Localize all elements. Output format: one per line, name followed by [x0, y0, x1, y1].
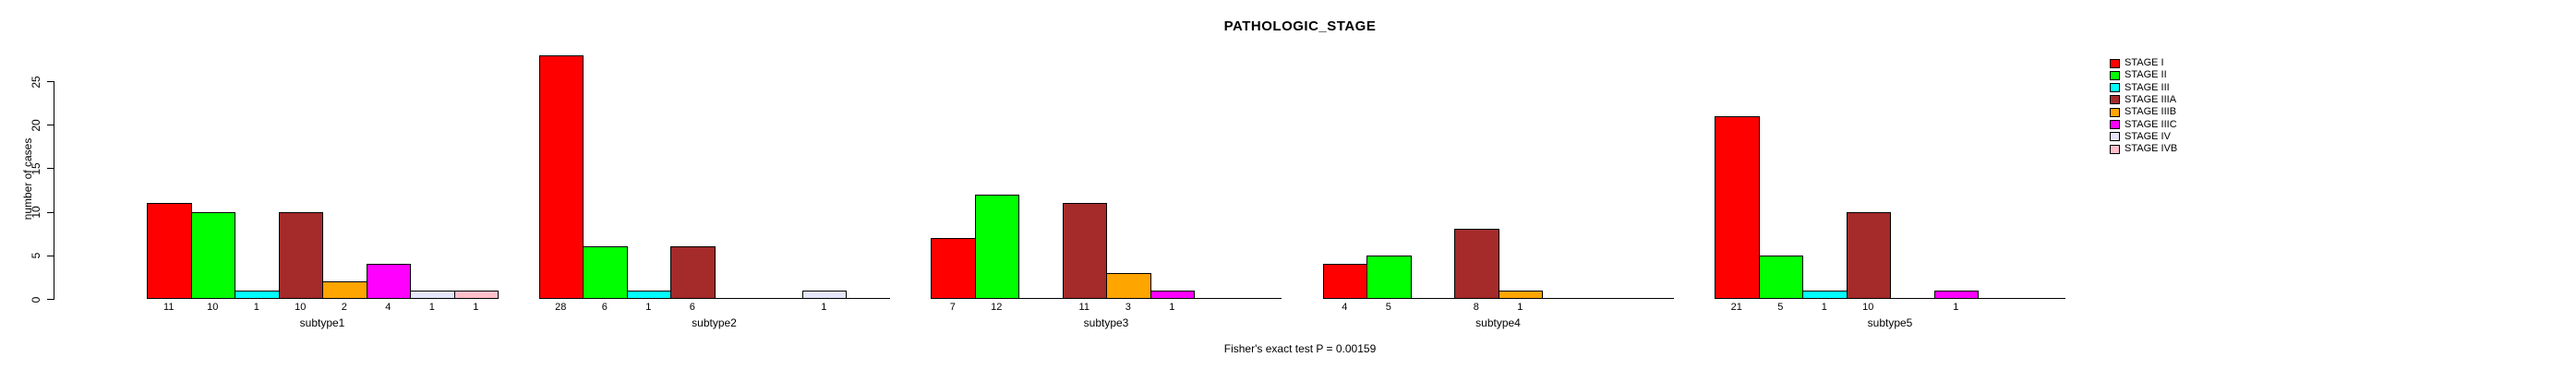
- bar-label-stage-iiia-subtype1: 10: [295, 302, 307, 313]
- bar-label-stage-iiia-subtype3: 11: [1078, 302, 1089, 313]
- bar-stage-i-subtype4: [1322, 264, 1367, 299]
- category-label-subtype3: subtype3: [1083, 316, 1129, 329]
- bar-stage-iiia-subtype1: [278, 211, 323, 299]
- bar-label-stage-iii-subtype1: 1: [253, 302, 259, 313]
- bar-stage-iv-subtype1: [410, 290, 455, 299]
- bar-label-stage-ii-subtype3: 12: [991, 302, 1003, 313]
- bar-label-stage-iiic-subtype3: 1: [1169, 302, 1175, 313]
- bar-label-stage-ivb-subtype1: 1: [473, 302, 479, 313]
- legend-label-stage-iiia: STAGE IIIA: [2125, 93, 2177, 105]
- y-tick-label-20: 20: [30, 119, 42, 132]
- bar-label-stage-iv-subtype2: 1: [821, 302, 827, 313]
- bar-label-stage-iv-subtype1: 1: [428, 302, 435, 313]
- bar-label-stage-i-subtype1: 11: [163, 302, 175, 313]
- legend-item-stage-iiib: STAGE IIIB: [2110, 106, 2176, 118]
- chart-title: PATHOLOGIC_STAGE: [1223, 18, 1377, 34]
- legend-label-stage-iv: STAGE IV: [2125, 130, 2171, 142]
- bar-label-stage-iiic-subtype1: 4: [385, 302, 391, 313]
- legend-swatch-stage-ivb: [2110, 144, 2120, 154]
- legend-swatch-stage-ii: [2110, 70, 2120, 80]
- category-label-subtype5: subtype5: [1867, 316, 1913, 329]
- legend-item-stage-i: STAGE I: [2110, 57, 2164, 69]
- bar-stage-iiia-subtype4: [1454, 229, 1499, 299]
- bar-label-stage-iii-subtype5: 1: [1821, 302, 1827, 313]
- bar-stage-i-subtype5: [1715, 115, 1760, 299]
- legend-label-stage-ii: STAGE II: [2125, 69, 2167, 81]
- bar-label-stage-ii-subtype4: 5: [1385, 302, 1391, 313]
- y-tick-label-15: 15: [30, 162, 42, 175]
- y-tick-label-5: 5: [30, 252, 42, 259]
- fisher-test-annotation: Fisher's exact test P = 0.00159: [1223, 342, 1377, 355]
- legend-swatch-stage-iv: [2110, 132, 2120, 142]
- bar-label-stage-i-subtype5: 21: [1730, 302, 1742, 313]
- y-tick-0: [47, 299, 54, 300]
- bar-stage-ii-subtype2: [583, 246, 628, 299]
- legend-swatch-stage-i: [2110, 58, 2120, 68]
- bar-label-stage-iiib-subtype3: 3: [1125, 302, 1131, 313]
- bar-stage-ii-subtype1: [190, 211, 235, 299]
- category-label-subtype4: subtype4: [1475, 316, 1521, 329]
- bar-stage-iiia-subtype2: [670, 246, 716, 299]
- bar-label-stage-iiia-subtype5: 10: [1862, 302, 1874, 313]
- bar-stage-iii-subtype2: [626, 290, 671, 299]
- legend-item-stage-iii: STAGE III: [2110, 82, 2170, 94]
- bar-stage-iii-subtype5: [1802, 290, 1848, 299]
- bar-stage-iiib-subtype3: [1106, 272, 1151, 299]
- legend-label-stage-iiic: STAGE IIIC: [2125, 118, 2177, 130]
- legend-label-stage-iiib: STAGE IIIB: [2125, 106, 2177, 118]
- y-tick-label-25: 25: [30, 75, 42, 89]
- bar-label-stage-iii-subtype2: 1: [645, 302, 652, 313]
- legend-label-stage-i: STAGE I: [2125, 57, 2164, 68]
- legend-item-stage-iiia: STAGE IIIA: [2110, 94, 2176, 106]
- bar-stage-i-subtype2: [538, 54, 584, 299]
- legend-label-stage-iii: STAGE III: [2125, 81, 2170, 93]
- category-label-subtype2: subtype2: [692, 316, 737, 329]
- y-tick-label-10: 10: [30, 206, 42, 219]
- bar-label-stage-i-subtype3: 7: [949, 302, 956, 313]
- bar-stage-iiia-subtype5: [1846, 211, 1891, 299]
- legend-item-stage-iiic: STAGE IIIC: [2110, 119, 2177, 131]
- bar-label-stage-iiic-subtype5: 1: [1953, 302, 1959, 313]
- y-tick-label-0: 0: [30, 296, 42, 303]
- bar-label-stage-ii-subtype2: 6: [601, 302, 608, 313]
- legend-item-stage-ivb: STAGE IVB: [2110, 143, 2177, 155]
- bar-stage-i-subtype3: [931, 237, 976, 299]
- y-tick-10: [47, 211, 54, 213]
- bar-stage-iii-subtype1: [235, 290, 280, 299]
- legend-swatch-stage-iii: [2110, 83, 2120, 93]
- bar-stage-i-subtype1: [147, 203, 192, 299]
- bar-stage-iiic-subtype3: [1150, 290, 1195, 299]
- bar-stage-iiia-subtype3: [1062, 203, 1107, 299]
- legend-label-stage-ivb: STAGE IVB: [2125, 143, 2178, 155]
- bar-stage-iiib-subtype1: [322, 281, 367, 299]
- bar-stage-iiib-subtype4: [1498, 290, 1543, 299]
- bar-stage-ii-subtype4: [1366, 255, 1412, 299]
- bar-stage-iiic-subtype5: [1933, 290, 1979, 299]
- bar-label-stage-i-subtype2: 28: [555, 302, 567, 313]
- bar-stage-ii-subtype3: [974, 194, 1019, 299]
- bar-label-stage-iiia-subtype2: 6: [689, 302, 695, 313]
- legend-item-stage-ii: STAGE II: [2110, 69, 2167, 81]
- bar-stage-iiic-subtype1: [366, 264, 411, 299]
- bar-label-stage-i-subtype4: 4: [1342, 302, 1348, 313]
- bar-stage-ivb-subtype1: [453, 290, 499, 299]
- legend-item-stage-iv: STAGE IV: [2110, 131, 2171, 143]
- legend-swatch-stage-iiib: [2110, 107, 2120, 117]
- bar-label-stage-iiia-subtype4: 8: [1473, 302, 1479, 313]
- legend-swatch-stage-iiic: [2110, 120, 2120, 129]
- bar-label-stage-iiib-subtype4: 1: [1517, 302, 1523, 313]
- y-tick-15: [47, 168, 54, 170]
- bar-stage-ii-subtype5: [1758, 255, 1803, 299]
- category-label-subtype1: subtype1: [299, 316, 345, 329]
- bar-stage-iv-subtype2: [801, 290, 847, 299]
- legend-swatch-stage-iiia: [2110, 95, 2120, 105]
- bar-label-stage-ii-subtype5: 5: [1777, 302, 1784, 313]
- y-tick-25: [47, 81, 54, 82]
- bar-label-stage-iiib-subtype1: 2: [341, 302, 347, 313]
- bar-label-stage-ii-subtype1: 10: [207, 302, 219, 313]
